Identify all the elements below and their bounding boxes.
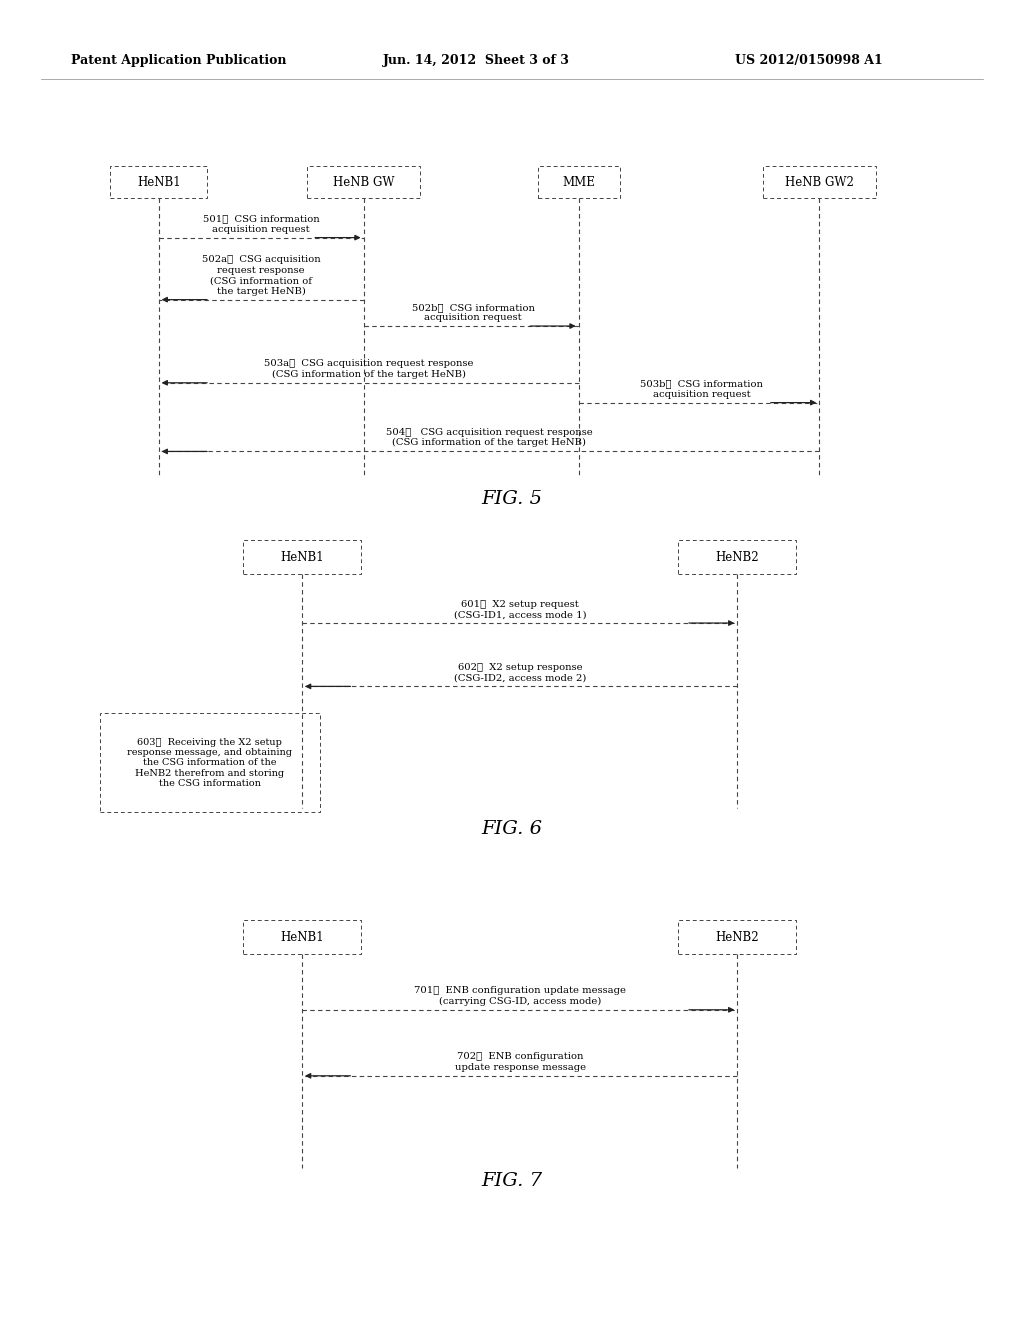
Text: 503a：  CSG acquisition request response
(CSG information of the target HeNB): 503a： CSG acquisition request response (… xyxy=(264,359,473,379)
Text: US 2012/0150998 A1: US 2012/0150998 A1 xyxy=(735,54,883,67)
Text: HeNB1: HeNB1 xyxy=(281,931,324,944)
Text: HeNB1: HeNB1 xyxy=(137,176,180,189)
Text: 702：  ENB configuration
update response message: 702： ENB configuration update response m… xyxy=(455,1052,586,1072)
Text: HeNB1: HeNB1 xyxy=(281,550,324,564)
Text: FIG. 6: FIG. 6 xyxy=(481,820,543,838)
Bar xyxy=(99,713,319,812)
Bar xyxy=(307,166,420,198)
Bar xyxy=(678,540,797,574)
Bar xyxy=(763,166,876,198)
Text: 502b：  CSG information
acquisition request: 502b： CSG information acquisition reques… xyxy=(412,302,535,322)
Text: HeNB2: HeNB2 xyxy=(716,550,759,564)
Text: 501：  CSG information
acquisition request: 501： CSG information acquisition request xyxy=(203,214,319,234)
Text: FIG. 7: FIG. 7 xyxy=(481,1172,543,1191)
Bar xyxy=(111,166,207,198)
Bar xyxy=(678,920,797,954)
Text: 503b：  CSG information
acquisition request: 503b： CSG information acquisition reques… xyxy=(640,379,763,399)
Text: 701：  ENB configuration update message
(carrying CSG-ID, access mode): 701： ENB configuration update message (c… xyxy=(414,986,627,1006)
Text: Jun. 14, 2012  Sheet 3 of 3: Jun. 14, 2012 Sheet 3 of 3 xyxy=(383,54,569,67)
Text: 502a：  CSG acquisition
request response
(CSG information of
the target HeNB): 502a： CSG acquisition request response (… xyxy=(202,255,321,296)
Bar xyxy=(244,920,360,954)
Text: Patent Application Publication: Patent Application Publication xyxy=(72,54,287,67)
Text: 504：   CSG acquisition request response
(CSG information of the target HeNB): 504： CSG acquisition request response (C… xyxy=(386,428,593,447)
Text: HeNB2: HeNB2 xyxy=(716,931,759,944)
Text: 602：  X2 setup response
(CSG-ID2, access mode 2): 602： X2 setup response (CSG-ID2, access … xyxy=(454,663,587,682)
Bar xyxy=(538,166,620,198)
Bar xyxy=(244,540,360,574)
Text: 601：  X2 setup request
(CSG-ID1, access mode 1): 601： X2 setup request (CSG-ID1, access m… xyxy=(454,599,587,619)
Text: HeNB GW2: HeNB GW2 xyxy=(784,176,854,189)
Text: 603：  Receiving the X2 setup
response message, and obtaining
the CSG information: 603： Receiving the X2 setup response mes… xyxy=(127,738,293,788)
Text: MME: MME xyxy=(562,176,595,189)
Text: HeNB GW: HeNB GW xyxy=(333,176,394,189)
Text: FIG. 5: FIG. 5 xyxy=(481,490,543,508)
